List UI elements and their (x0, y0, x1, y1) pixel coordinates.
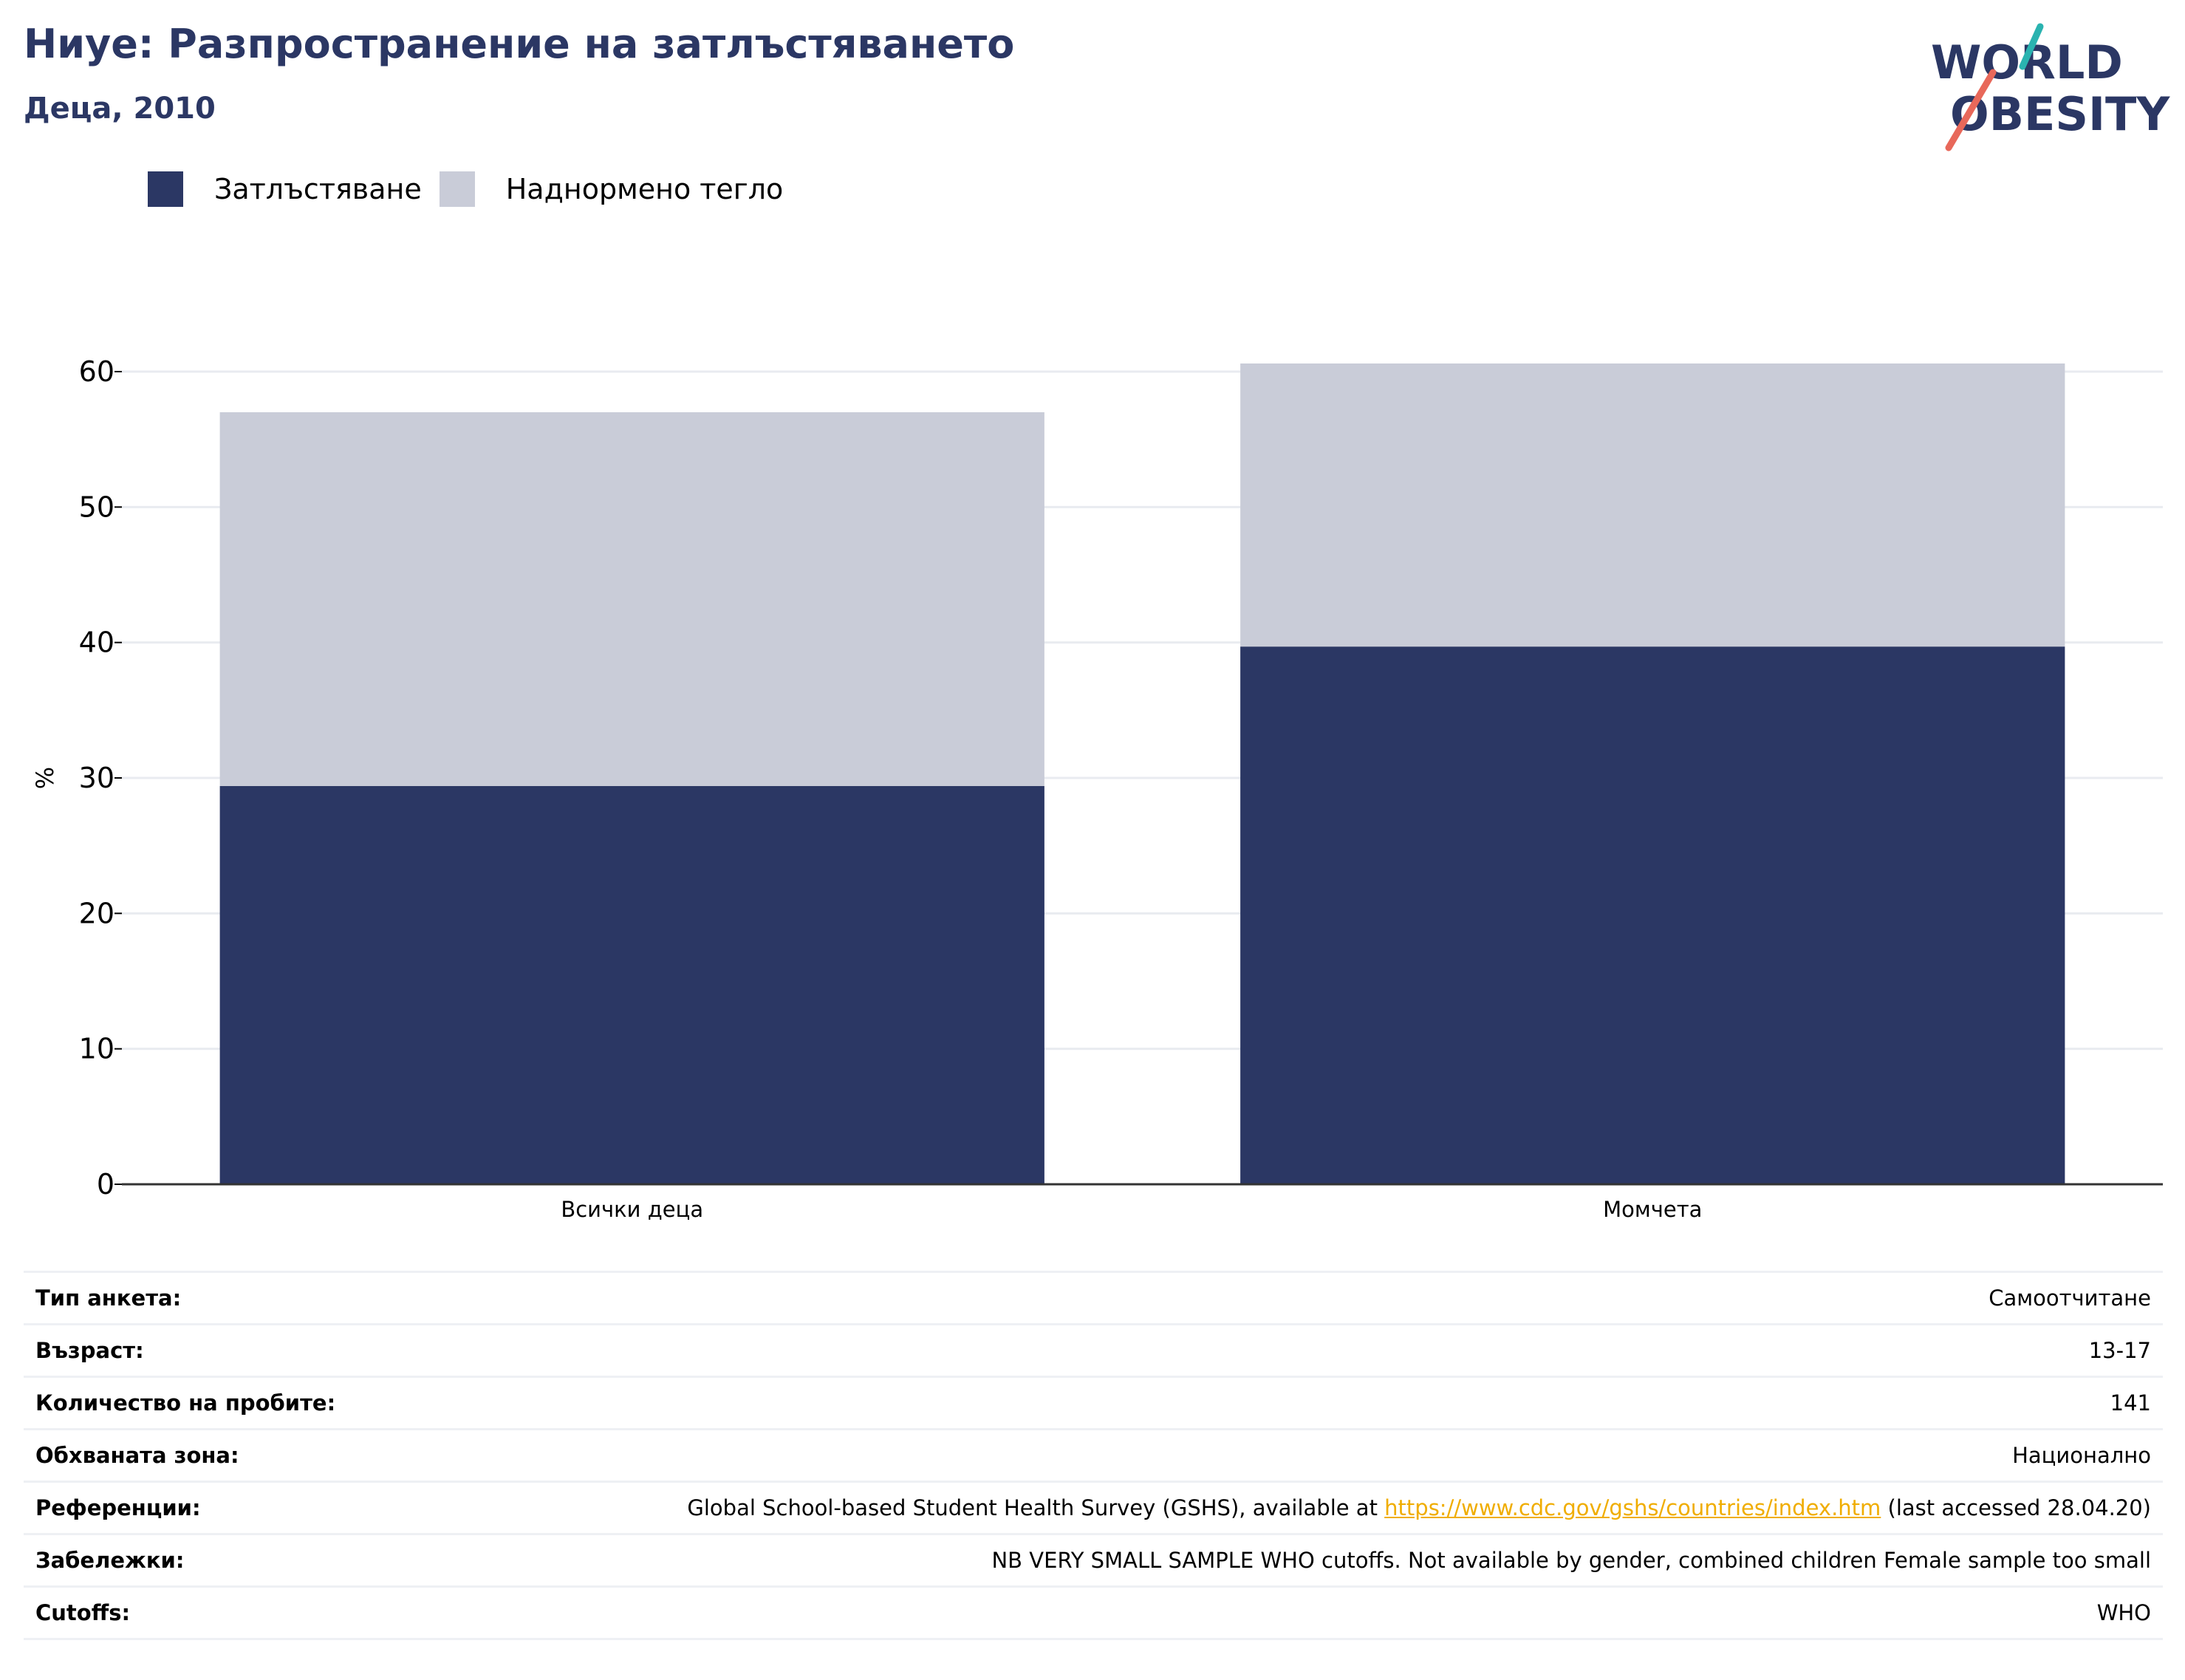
logo-slash-teal (2019, 23, 2044, 70)
info-row-area: Обхваната зона: Национално (24, 1429, 2163, 1482)
info-row-cutoffs: Cutoffs: WHO (24, 1586, 2163, 1639)
y-axis-label: % (31, 767, 59, 789)
y-tick-label: 0 (97, 1168, 114, 1201)
reference-link[interactable]: https://www.cdc.gov/gshs/countries/index… (1384, 1495, 1881, 1520)
legend-swatch-overweight (439, 171, 475, 207)
info-value-cutoffs: WHO (2096, 1600, 2151, 1625)
info-label-cutoffs: Cutoffs: (35, 1600, 131, 1625)
info-value-age: 13-17 (2088, 1338, 2151, 1363)
bar-obesity-1 (1240, 646, 2065, 1184)
x-tick-label: Всички деца (561, 1197, 703, 1222)
legend-label-obesity: Затлъстяване (214, 173, 422, 205)
y-tick-label: 50 (79, 491, 114, 523)
reference-suffix: (last accessed 28.04.20) (1887, 1495, 2151, 1520)
bar-overweight-0 (219, 412, 1044, 786)
info-value-notes: NB VERY SMALL SAMPLE WHO cutoffs. Not av… (991, 1548, 2151, 1573)
y-tick-label: 40 (79, 626, 114, 659)
chart-legend: Затлъстяване Наднормено тегло (148, 171, 801, 207)
y-tick-label: 60 (79, 355, 114, 388)
info-label-age: Възраст: (35, 1338, 144, 1363)
info-row-references: Референции: Global School-based Student … (24, 1481, 2163, 1534)
bar-obesity-0 (219, 786, 1044, 1184)
legend-label-overweight: Наднормено тегло (505, 173, 784, 205)
x-tick-label: Момчета (1603, 1197, 1702, 1222)
info-row-survey-type: Тип анкета: Самоотчитане (24, 1271, 2163, 1325)
y-tick-label: 10 (79, 1033, 114, 1065)
bar-overweight-1 (1240, 363, 2065, 647)
info-row-sample-size: Количество на пробите: 141 (24, 1376, 2163, 1430)
legend-item-overweight[interactable]: Наднормено тегло (439, 171, 784, 207)
info-label-survey-type: Тип анкета: (35, 1285, 182, 1311)
info-value-survey-type: Самоотчитане (1989, 1285, 2151, 1311)
legend-swatch-obesity (148, 171, 183, 207)
logo-slash-coral (1945, 69, 1997, 151)
info-label-references: Референции: (35, 1495, 201, 1520)
chart-subtitle: Деца, 2010 (24, 92, 216, 126)
stacked-bar-chart: 0 10 20 30 40 50 60% Всички деца Момчета (31, 355, 2163, 1222)
info-label-area: Обхваната зона: (35, 1443, 239, 1468)
legend-item-obesity[interactable]: Затлъстяване (148, 171, 422, 207)
info-value-sample-size: 141 (2110, 1390, 2151, 1416)
world-obesity-logo: WORLD OBESITY (1931, 23, 2170, 151)
info-row-age: Възраст: 13-17 (24, 1324, 2163, 1377)
reference-prefix: Global School-based Student Health Surve… (687, 1495, 1378, 1520)
logo-word-obesity: OBESITY (1950, 87, 2170, 141)
info-label-sample-size: Количество на пробите: (35, 1390, 336, 1416)
y-tick-label: 20 (79, 897, 114, 929)
y-tick-label: 30 (79, 762, 114, 794)
info-value-area: Национално (2012, 1443, 2151, 1468)
info-row-notes: Забележки: NB VERY SMALL SAMPLE WHO cuto… (24, 1534, 2163, 1587)
info-value-references: Global School-based Student Health Surve… (406, 1482, 2163, 1534)
info-label-notes: Забележки: (35, 1548, 185, 1573)
survey-info-table: Тип анкета: Самоотчитане Възраст: 13-17 … (24, 1271, 2163, 1640)
chart-title: Ниуе: Разпространение на затлъстяването (24, 21, 1015, 67)
